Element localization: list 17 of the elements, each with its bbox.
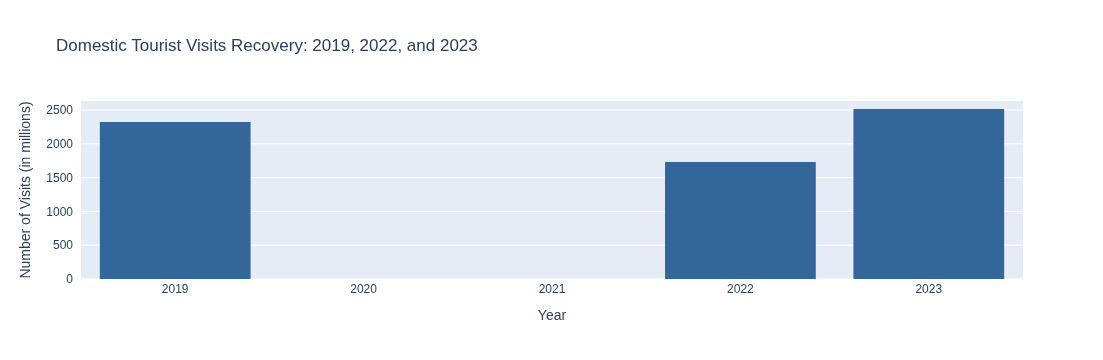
chart-title: Domestic Tourist Visits Recovery: 2019, 2022, and 2023 bbox=[56, 36, 478, 55]
y-tick-label: 500 bbox=[52, 238, 74, 253]
y-tick-label: 2500 bbox=[46, 103, 74, 118]
x-tick-label: 2020 bbox=[350, 282, 378, 296]
x-tick-label: 2021 bbox=[538, 282, 566, 296]
y-tick-label: 2000 bbox=[46, 136, 74, 151]
x-axis-title: Year bbox=[537, 307, 567, 323]
y-tick-label: 0 bbox=[66, 272, 74, 287]
y-tick-label: 1500 bbox=[46, 170, 74, 185]
bar bbox=[665, 161, 816, 279]
x-tick-label: 2023 bbox=[915, 282, 943, 296]
y-tick-label: 1000 bbox=[46, 204, 74, 219]
x-tick-label: 2019 bbox=[161, 282, 189, 296]
bar bbox=[99, 122, 251, 279]
y-axis-title: Number of Visits (in millions) bbox=[17, 101, 33, 279]
bar bbox=[853, 108, 1005, 279]
x-tick-label: 2022 bbox=[727, 282, 755, 296]
